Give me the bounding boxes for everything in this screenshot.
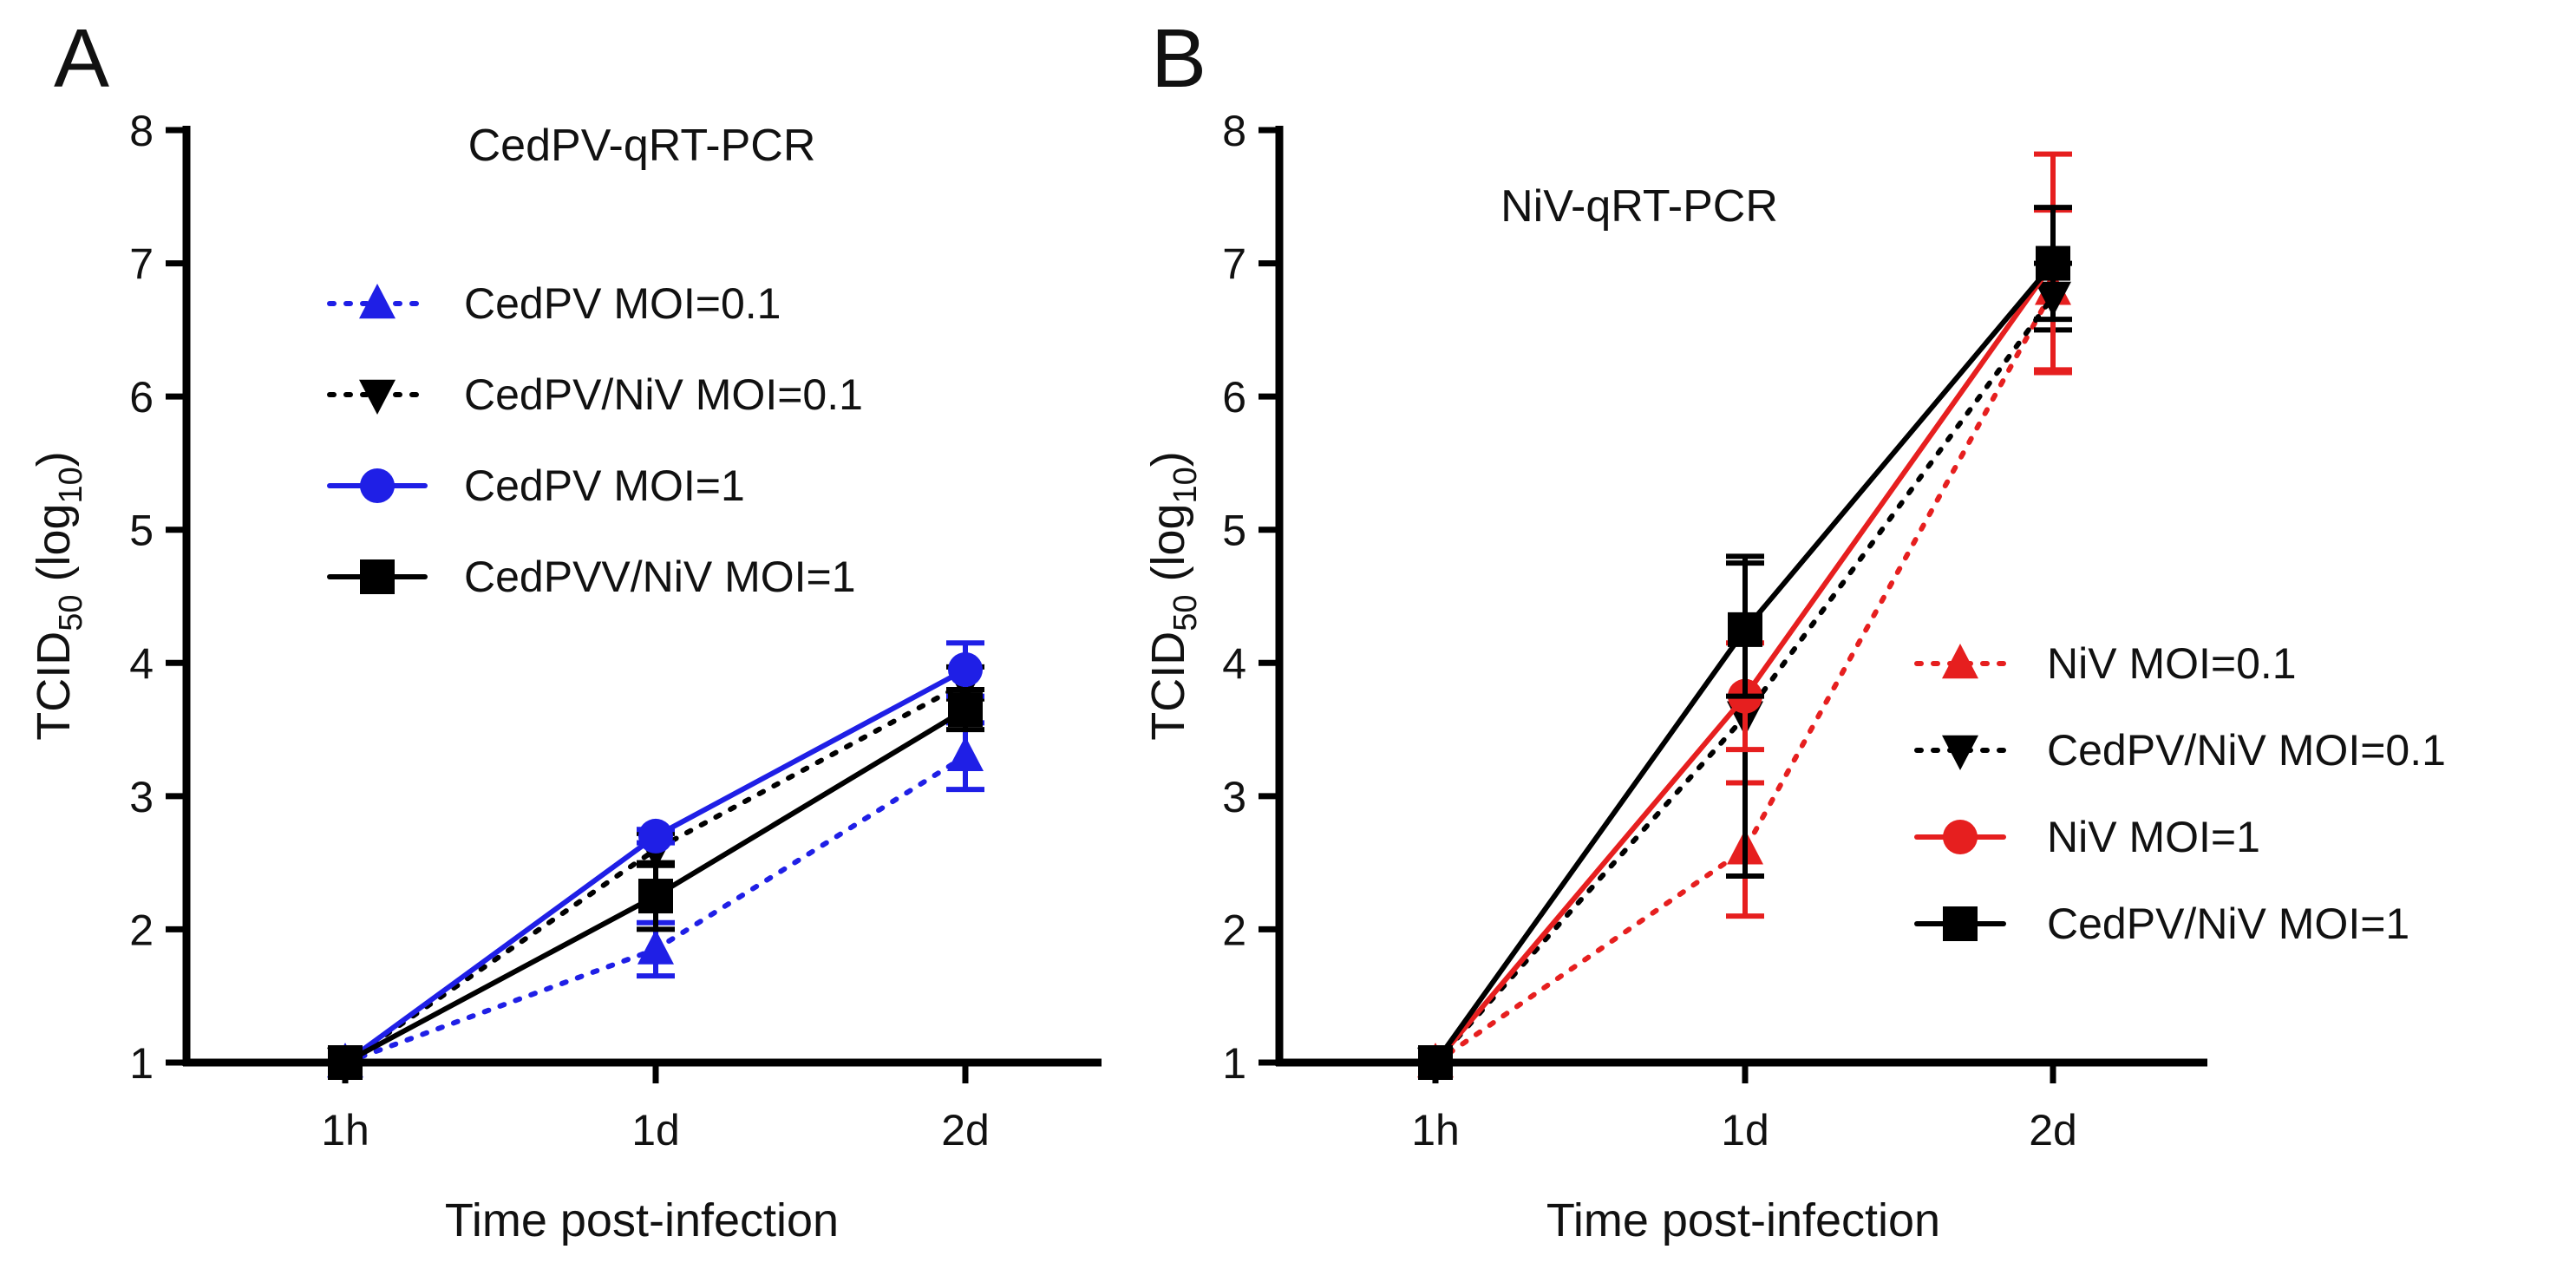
y-axis-label: TCID50 (log10) [28,451,89,741]
y-tick-label: 8 [129,107,154,155]
legend-label: CedPV MOI=0.1 [464,279,781,328]
data-point [637,929,674,965]
data-point [2036,245,2070,281]
y-axis-label-part: (log [28,503,80,594]
chart-title: CedPV-qRT-PCR [468,121,816,171]
legend-item: CedPV/NiV MOI=0.1 [1914,726,2446,775]
y-tick-label: 3 [1222,773,1246,821]
y-tick-label: 7 [1222,240,1246,289]
legend-item: CedPV/NiV MOI=1 [1914,899,2409,948]
y-tick-label: 5 [1222,507,1246,555]
legend-item: CedPV/NiV MOI=0.1 [327,370,863,419]
series-4 [328,687,984,1080]
legend-label: CedPV MOI=1 [464,461,745,510]
x-tick-label: 1h [1411,1106,1460,1155]
y-axis-label-subscript: 10 [1167,467,1204,503]
series-3 [328,640,984,1080]
legend-label: CedPV/NiV MOI=0.1 [2047,726,2446,775]
legend-marker [1942,644,1978,679]
panel-letter: B [1151,12,1206,105]
y-tick-label: 4 [1222,639,1246,688]
y-tick-label: 1 [129,1039,154,1088]
panel-b: B 1 2 3 4 5 6 7 8 1h 1d 2d NiV-qRT-PCR Time post-infe… [1142,12,2446,1246]
y-tick-label: 1 [1222,1039,1246,1088]
series-4 [1418,205,2072,1080]
y-tick-label: 4 [129,639,154,688]
y-tick-label: 6 [1222,373,1246,422]
y-tick-label: 7 [129,240,154,289]
legend-marker [360,468,395,503]
legend-marker [360,559,395,594]
x-axis-label: Time post-infection [445,1194,839,1246]
data-point [638,818,673,854]
data-point [948,651,983,687]
legend-marker [1943,906,1978,941]
y-tick-label: 6 [129,373,154,422]
y-tick-label: 2 [129,906,154,954]
data-point [948,692,983,728]
data-point [1418,1045,1453,1080]
y-axis-label: TCID50 (log10) [1142,451,1204,741]
legend-label: CedPV/NiV MOI=0.1 [464,370,863,419]
legend-label: NiV MOI=0.1 [2047,639,2297,688]
data-point [1728,612,1762,647]
y-axis-label-subscript: 50 [1167,595,1204,631]
y-tick-label: 5 [129,507,154,555]
legend-item: CedPVV/NiV MOI=1 [327,553,856,601]
legend-item: NiV MOI=1 [1914,813,2260,861]
data-point [328,1045,363,1080]
chart-title: NiV-qRT-PCR [1500,181,1778,232]
data-point [947,736,984,772]
y-axis-label-subscript: 50 [53,595,89,631]
legend-item: CedPV MOI=1 [327,461,745,510]
y-axis-label-subscript: 10 [53,467,89,503]
x-tick-label: 1d [631,1106,680,1155]
legend-label: CedPVV/NiV MOI=1 [464,553,856,601]
x-tick-label: 2d [941,1106,990,1155]
x-tick-label: 2d [2029,1106,2077,1155]
legend-item: NiV MOI=0.1 [1914,639,2297,688]
legend-marker [1943,820,1978,854]
legend-label: NiV MOI=1 [2047,813,2260,861]
x-tick-label: 1d [1721,1106,1769,1155]
y-tick-label: 8 [1222,107,1246,155]
y-axis-label-part: TCID [28,631,80,741]
legend-marker [359,379,396,415]
y-tick-label: 2 [1222,906,1246,954]
y-axis-label-part: (log [1142,503,1194,594]
y-axis-label-part: ) [1142,451,1194,467]
panel-a: A 1 2 3 4 5 6 7 8 1h 1d 2d CedPV-qRT-PCR Time post-in… [28,12,1102,1246]
y-axis-label-part: ) [28,451,80,467]
legend-label: CedPV/NiV MOI=1 [2047,899,2409,948]
legend-marker [359,284,396,319]
y-tick-label: 3 [129,773,154,821]
y-axis-label-part: TCID [1142,631,1194,741]
legend-marker [1942,735,1978,770]
legend-item: CedPV MOI=0.1 [327,279,781,328]
x-axis-label: Time post-infection [1546,1194,1940,1246]
data-point [638,879,673,914]
x-tick-label: 1h [321,1106,369,1155]
panel-letter: A [54,12,109,105]
